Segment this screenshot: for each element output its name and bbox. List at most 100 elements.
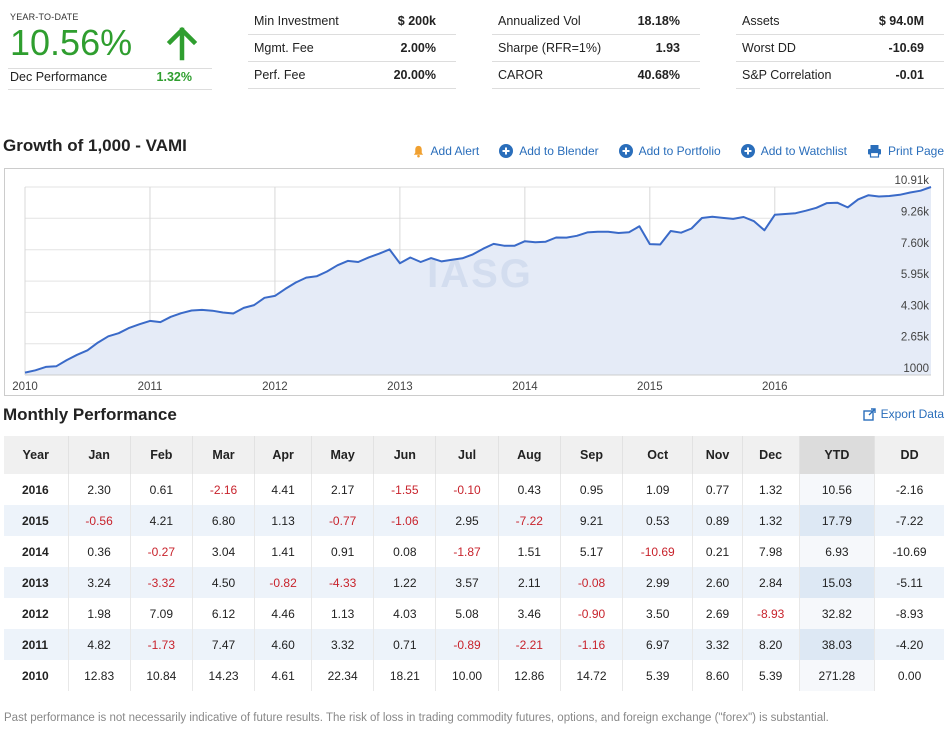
stat-row: Worst DD -10.69: [736, 35, 944, 62]
value-cell: -2.16: [192, 474, 256, 505]
printer-icon: [867, 145, 881, 158]
value-cell: 32.82: [799, 598, 876, 629]
chart-title: Growth of 1,000 - VAMI: [3, 136, 187, 155]
column-header[interactable]: Nov: [692, 436, 743, 474]
add-to-blender-label: Add to Blender: [519, 144, 599, 158]
column-header[interactable]: Apr: [254, 436, 313, 474]
export-icon: [862, 407, 876, 421]
table-row: 2012 1.98 7.09 6.12 4.46 1.13 4.03 5.08 3.46 -0.9…: [4, 598, 944, 629]
value-cell: 5.08: [435, 598, 499, 629]
value-cell: 2.60: [692, 567, 743, 598]
value-cell: 0.61: [130, 474, 193, 505]
value-cell: -1.73: [130, 629, 193, 660]
value-cell: 1.41: [254, 536, 313, 567]
chart-actions: Add Alert Add to Blender Add to Portfoli…: [392, 144, 944, 158]
column-header[interactable]: YTD: [799, 436, 876, 474]
value-cell: 3.32: [311, 629, 375, 660]
column-header[interactable]: Year: [4, 436, 69, 474]
table-row: 2016 2.30 0.61 -2.16 4.41 2.17 -1.55 -0.10 0.43 0…: [4, 474, 944, 505]
risk-table: Annualized Vol 18.18% Sharpe (RFR=1%) 1.93…: [492, 8, 700, 89]
value-cell: 2.11: [498, 567, 561, 598]
x-tick-label: 2013: [387, 381, 413, 393]
value-cell: 10.56: [799, 474, 876, 505]
x-tick-label: 2014: [512, 381, 538, 393]
value-cell: -8.93: [895, 606, 924, 621]
add-to-portfolio-button[interactable]: Add to Portfolio: [618, 144, 721, 158]
value-cell: -0.08: [560, 567, 624, 598]
value-cell: -0.89: [435, 629, 499, 660]
iasg-watermark: IASG: [427, 252, 533, 296]
table-header-row: Year Jan Feb Mar Apr May Jun Jul Aug Sep Oct Nov Dec…: [4, 436, 944, 474]
print-page-label: Print Page: [887, 144, 944, 158]
plus-circle-icon: [618, 144, 633, 158]
x-tick-label: 2016: [762, 381, 788, 393]
column-header[interactable]: Oct: [622, 436, 694, 474]
value-cell: -0.77: [311, 505, 375, 536]
value-cell: 5.39: [742, 660, 800, 691]
value-cell: -2.16: [895, 482, 924, 497]
value-cell: 7.09: [130, 598, 193, 629]
value-cell: 6.93: [799, 536, 876, 567]
value-cell: -3.32: [130, 567, 193, 598]
value-cell: -7.22: [498, 505, 561, 536]
value-cell: 2.84: [742, 567, 800, 598]
value-cell: 22.34: [311, 660, 375, 691]
value-cell: 1.51: [498, 536, 561, 567]
stat-value: -10.69: [888, 41, 924, 55]
column-header[interactable]: DD: [874, 436, 944, 474]
value-cell: 0.00: [897, 668, 922, 683]
value-cell: 4.61: [254, 660, 313, 691]
print-page-button[interactable]: Print Page: [867, 144, 944, 158]
value-cell: 0.77: [692, 474, 743, 505]
column-header[interactable]: Dec: [742, 436, 800, 474]
stat-row: Mgmt. Fee 2.00%: [248, 35, 456, 62]
column-header[interactable]: Sep: [560, 436, 624, 474]
value-cell: 3.57: [435, 567, 499, 598]
value-cell: 7.98: [742, 536, 800, 567]
monthly-performance-table: Year Jan Feb Mar Apr May Jun Jul Aug Sep Oct Nov Dec…: [4, 436, 944, 691]
value-cell: 3.46: [498, 598, 561, 629]
dec-performance-value: 1.32%: [156, 70, 192, 84]
export-data-button[interactable]: Export Data: [862, 407, 944, 421]
value-cell: 0.43: [498, 474, 561, 505]
stat-label: Worst DD: [742, 41, 796, 55]
vami-chart[interactable]: IASG 1000 2.65k 4.30k 5.95k 7.60k 9.26k 10.91k 2…: [4, 168, 944, 396]
value-cell: 1.32: [742, 505, 800, 536]
column-header[interactable]: Mar: [192, 436, 256, 474]
disclaimer: Past performance is not necessarily indi…: [4, 712, 829, 724]
year-cell: 2014: [4, 536, 69, 567]
stat-row: Assets $ 94.0M: [736, 8, 944, 35]
table-row: 2011 4.82 -1.73 7.47 4.60 3.32 0.71 -0.89 -2.21-…: [4, 629, 944, 660]
add-to-watchlist-button[interactable]: Add to Watchlist: [740, 144, 847, 158]
stat-value: $ 94.0M: [878, 14, 924, 28]
value-cell: 0.71: [373, 629, 437, 660]
series-line: [24, 186, 932, 374]
value-cell: 3.50: [622, 598, 694, 629]
value-cell: 271.28: [799, 660, 876, 691]
column-header[interactable]: Aug: [498, 436, 561, 474]
column-header[interactable]: Feb: [130, 436, 193, 474]
value-cell: 4.21: [130, 505, 193, 536]
column-header[interactable]: Jul: [435, 436, 499, 474]
x-tick-label: 2015: [637, 381, 663, 393]
column-header[interactable]: Jan: [68, 436, 131, 474]
add-alert-button[interactable]: Add Alert: [412, 144, 480, 158]
value-cell: 12.86: [498, 660, 561, 691]
year-cell: 2012: [4, 598, 69, 629]
y-tick-label: 9.26k: [901, 206, 929, 218]
value-cell: 10.84: [130, 660, 193, 691]
value-cell: 2.95: [435, 505, 499, 536]
stat-label: Perf. Fee: [254, 68, 306, 82]
add-alert-label: Add Alert: [430, 144, 480, 158]
add-to-blender-button[interactable]: Add to Blender: [499, 144, 599, 158]
column-header[interactable]: Jun: [373, 436, 437, 474]
value-cell: 38.03: [799, 629, 876, 660]
export-data-label: Export Data: [880, 407, 944, 421]
value-cell: 6.97: [622, 629, 694, 660]
value-cell: 3.24: [68, 567, 131, 598]
value-cell: -5.11: [874, 567, 944, 598]
ytd-label: YEAR-TO-DATE: [10, 12, 79, 22]
value-cell: 0.53: [622, 505, 694, 536]
value-cell: 4.50: [192, 567, 256, 598]
column-header[interactable]: May: [311, 436, 375, 474]
